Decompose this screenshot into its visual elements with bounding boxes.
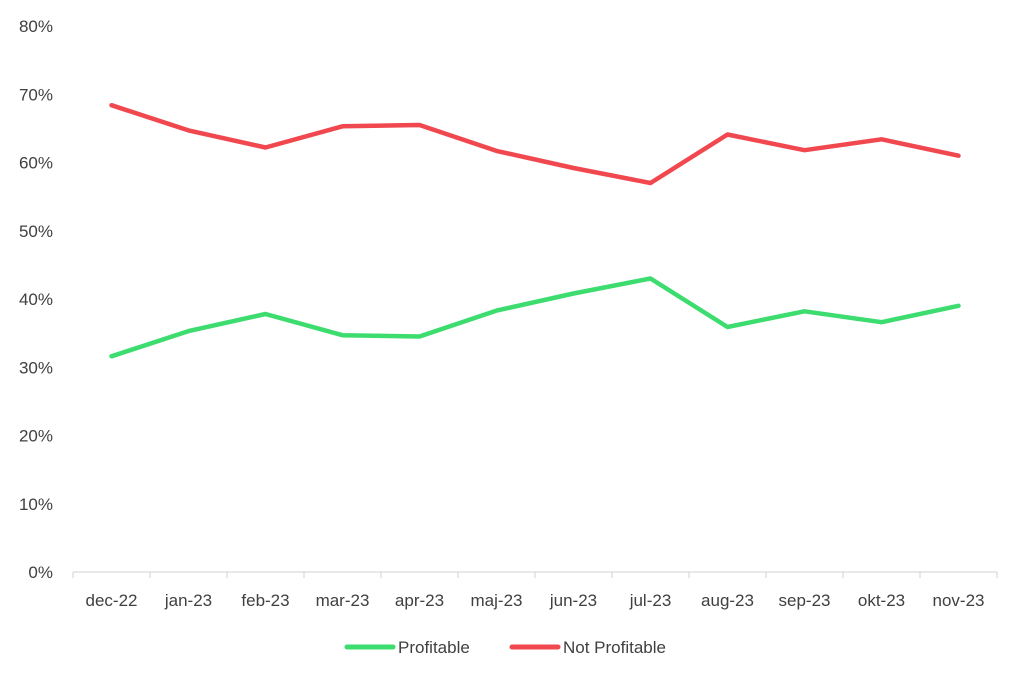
x-tick-label: jun-23 <box>549 591 597 610</box>
y-tick-label: 40% <box>19 290 53 309</box>
x-tick-label: mar-23 <box>316 591 370 610</box>
y-tick-label: 0% <box>28 563 53 582</box>
x-tick-label: feb-23 <box>241 591 289 610</box>
y-tick-label: 20% <box>19 427 53 446</box>
x-tick-label: okt-23 <box>858 591 905 610</box>
y-tick-label: 80% <box>19 17 53 36</box>
legend: Profitable Not Profitable <box>344 638 666 657</box>
x-tick-label: maj-23 <box>471 591 523 610</box>
x-tick-label: nov-23 <box>933 591 985 610</box>
y-tick-label: 70% <box>19 85 53 104</box>
legend-label-not-profitable: Not Profitable <box>563 638 666 657</box>
y-tick-label: 50% <box>19 222 53 241</box>
x-tick-label: aug-23 <box>701 591 754 610</box>
x-tick-label: dec-22 <box>86 591 138 610</box>
x-axis: dec-22 jan-23 feb-23 mar-23 apr-23 maj-23 jun-… <box>72 571 998 610</box>
y-tick-label: 60% <box>19 154 53 173</box>
x-tick-label: apr-23 <box>395 591 444 610</box>
legend-label-profitable: Profitable <box>398 638 470 657</box>
y-axis-labels: 0% 10% 20% 30% 40% 50% 60% 70% 80% <box>19 17 53 582</box>
series-line-not-profitable <box>109 102 961 186</box>
x-axis-labels: dec-22 jan-23 feb-23 mar-23 apr-23 maj-23 jun-… <box>86 591 985 610</box>
series-lines <box>109 102 961 359</box>
x-tick-label: sep-23 <box>779 591 831 610</box>
x-tick-label: jan-23 <box>164 591 212 610</box>
x-tick-label: jul-23 <box>629 591 672 610</box>
y-tick-label: 10% <box>19 495 53 514</box>
series-line-profitable <box>109 276 961 359</box>
x-axis-ticks <box>72 572 998 578</box>
y-tick-label: 30% <box>19 358 53 377</box>
